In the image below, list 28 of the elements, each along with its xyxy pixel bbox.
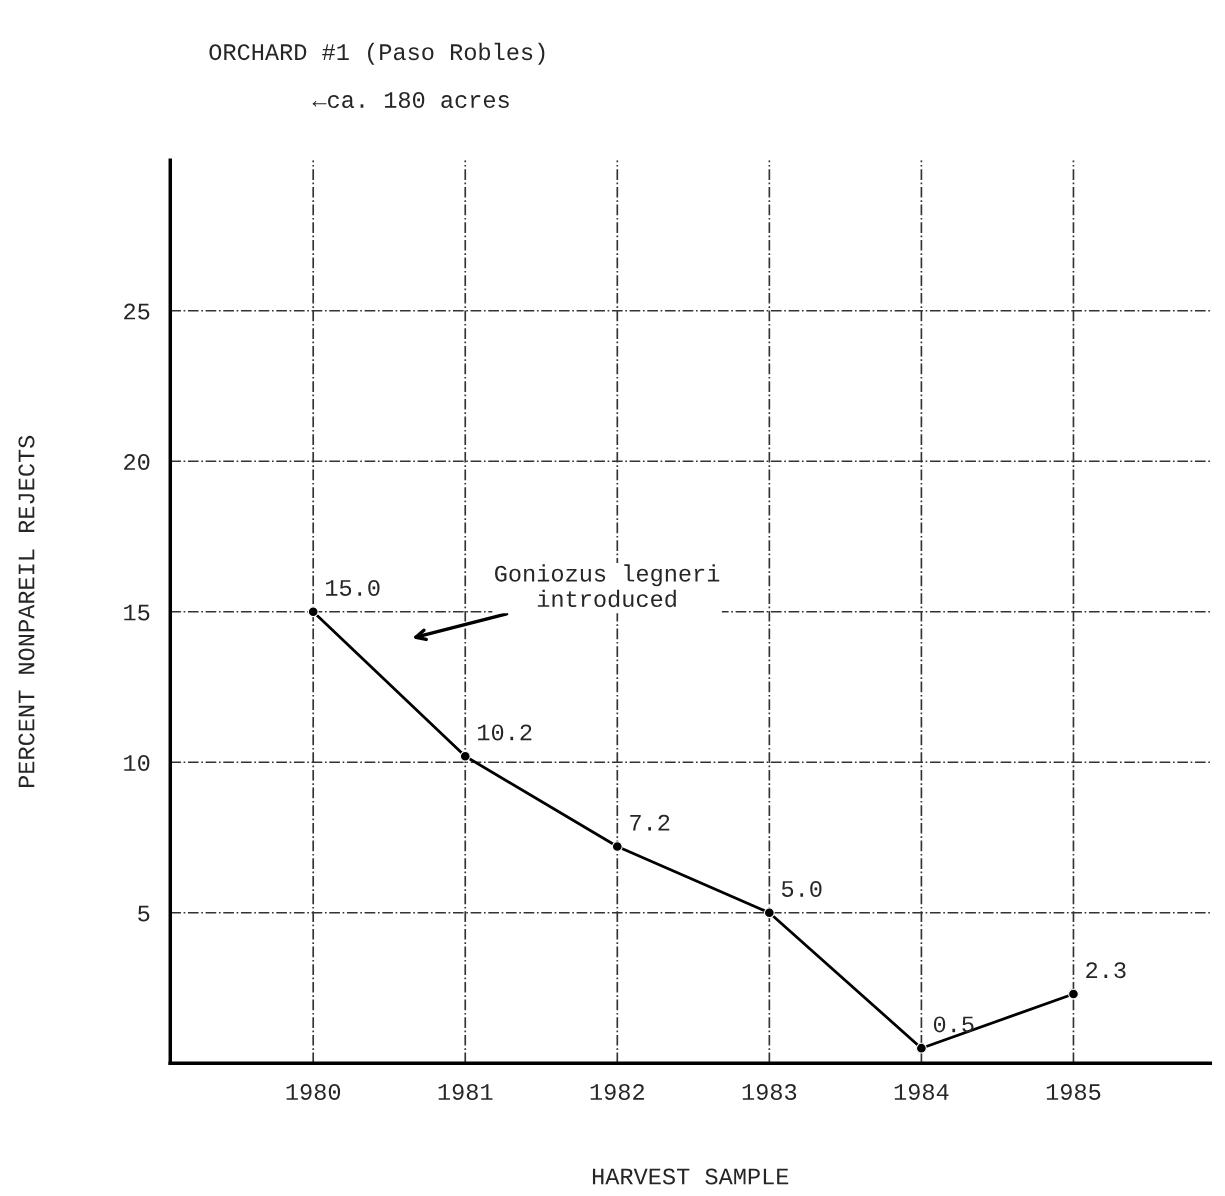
text: ←ca. 180 acres [312,91,509,108]
point [916,1042,927,1054]
x-tick-label: 1985 [1046,1084,1101,1101]
text: ORCHARD #1 (Paso Robles) [209,42,545,65]
y-tick-label: 15 [124,604,150,621]
y-tick-label: 25 [124,303,150,320]
y-tick-label: 20 [124,454,150,471]
data-label: 7.2 [630,814,670,831]
x-tick-label: 1980 [286,1084,341,1101]
point [611,841,623,852]
data-label: 5.0 [781,880,822,897]
y-axis-title: PERCENT NONPAREIL REJECTS [18,435,35,788]
annotation: Goniozus legneri introduced [495,564,720,608]
x-tick-label: 1981 [438,1084,493,1101]
y-tick-label: 5 [138,905,150,922]
point [459,750,471,762]
x-axis-title: HARVEST SAMPLE [592,1168,789,1185]
y-tick-label: 10 [124,755,150,772]
point [1068,988,1079,1000]
data-label: 15.0 [326,579,380,596]
x-tick-label: 1982 [590,1084,644,1101]
x-tick-label: 1983 [742,1084,797,1101]
data-label: 0.5 [933,1016,974,1033]
point [763,907,775,919]
point [307,606,319,618]
data-label: 2.3 [1086,962,1126,979]
data-label: 10.2 [478,724,532,741]
x-tick-label: 1984 [894,1084,949,1101]
